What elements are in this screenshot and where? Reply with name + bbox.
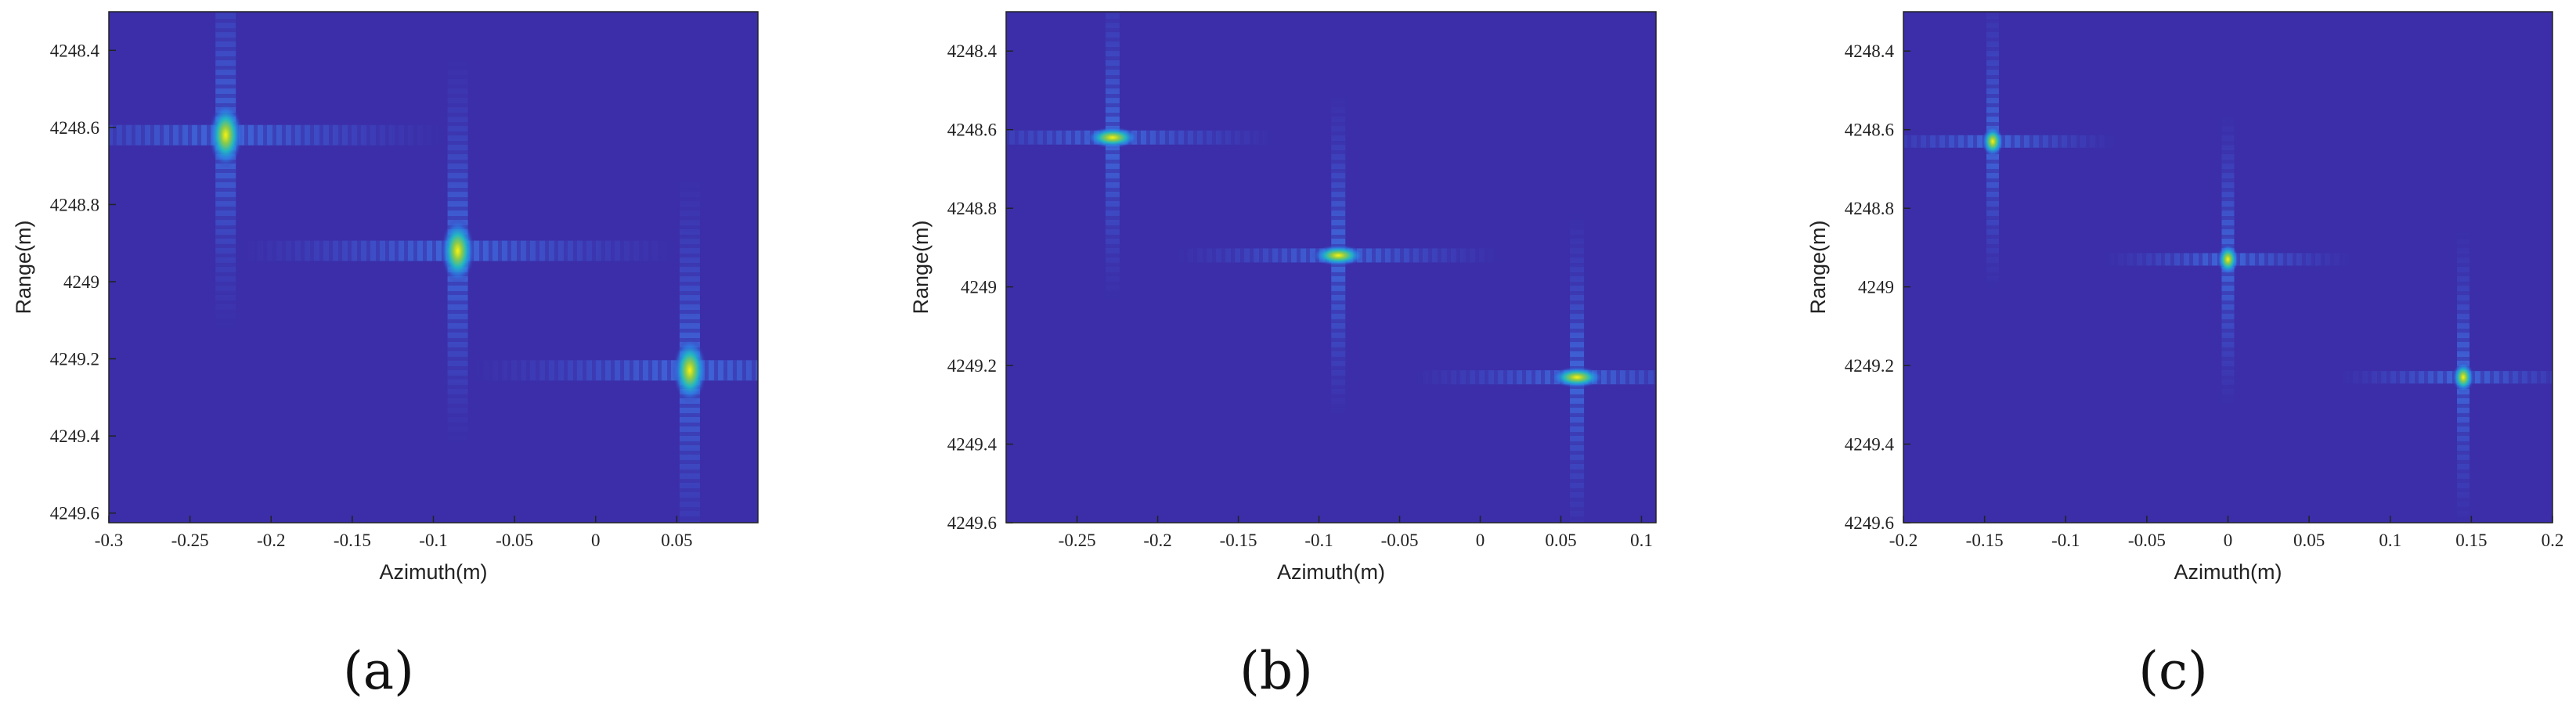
- range-sidelobe-ripple: [1105, 12, 1120, 302]
- point-target: [1311, 244, 1366, 267]
- x-tick-label: -0.2: [1889, 531, 1918, 550]
- point-target: [1981, 125, 2004, 157]
- y-tick-label: 4249: [63, 272, 99, 292]
- y-axis-label: Range(m): [1806, 220, 1830, 314]
- x-tick-label: 0: [2224, 531, 2233, 550]
- image-area: [109, 12, 758, 523]
- y-tick-label: 4249.6: [947, 513, 997, 533]
- caption: (a): [343, 641, 414, 701]
- y-tick-label: 4249.2: [50, 350, 99, 369]
- azimuth-sidelobe-ripple: [470, 360, 758, 381]
- y-tick-label: 4248.6: [1845, 121, 1894, 140]
- point-target: [1085, 126, 1139, 149]
- x-tick-label: -0.2: [257, 531, 285, 550]
- x-tick-label: -0.05: [2128, 531, 2166, 550]
- x-tick-label: 0.1: [2379, 531, 2401, 550]
- y-tick-label: 4249.4: [947, 435, 998, 455]
- point-target: [672, 337, 707, 404]
- plot-background: [109, 12, 758, 523]
- y-tick-label: 4248.8: [1845, 199, 1894, 218]
- x-tick-label: -0.25: [171, 531, 209, 550]
- x-tick-label: -0.05: [1381, 531, 1419, 550]
- y-tick-label: 4249.2: [947, 356, 997, 376]
- x-tick-label: -0.25: [1059, 531, 1096, 550]
- x-tick-label: 0.05: [1545, 531, 1576, 550]
- caption: (c): [2138, 641, 2207, 701]
- point-target: [208, 102, 244, 168]
- azimuth-sidelobe-ripple: [1903, 135, 2118, 148]
- y-tick-label: 4248.6: [947, 121, 997, 140]
- y-tick-label: 4249.6: [1845, 513, 1894, 533]
- y-tick-label: 4248.4: [1845, 41, 1895, 61]
- x-tick-label: -0.1: [419, 531, 447, 550]
- plot-background: [1006, 12, 1656, 523]
- y-tick-label: 4249.4: [1845, 435, 1895, 455]
- x-axis-label: Azimuth(m): [379, 560, 487, 584]
- x-tick-label: -0.1: [1304, 531, 1333, 550]
- x-tick-label: -0.15: [334, 531, 371, 550]
- y-tick-label: 4249.6: [50, 504, 99, 524]
- point-target: [440, 218, 475, 284]
- x-tick-label: 0.1: [1630, 531, 1653, 550]
- y-tick-label: 4248.4: [50, 41, 100, 60]
- y-tick-label: 4249.4: [50, 426, 100, 446]
- plot-frame: [1005, 11, 1657, 524]
- y-axis-label: Range(m): [12, 220, 35, 314]
- x-tick-label: 0: [1476, 531, 1485, 550]
- y-tick-label: 4249: [961, 278, 997, 297]
- azimuth-sidelobe-ripple: [1006, 130, 1277, 145]
- x-tick-label: -0.15: [1220, 531, 1257, 550]
- point-target: [2217, 243, 2239, 275]
- x-tick-label: -0.2: [1143, 531, 1171, 550]
- point-target: [2452, 362, 2475, 394]
- y-tick-label: 4249: [1858, 278, 1894, 297]
- y-tick-label: 4248.4: [947, 41, 998, 61]
- caption: (b): [1239, 641, 1313, 701]
- point-target: [1550, 366, 1604, 389]
- x-tick-label: -0.15: [1966, 531, 2004, 550]
- y-tick-label: 4248.8: [947, 199, 997, 218]
- x-axis-label: Azimuth(m): [1277, 560, 1385, 584]
- range-sidelobe-ripple: [215, 12, 236, 331]
- y-tick-label: 4248.6: [50, 118, 99, 138]
- x-tick-label: 0.15: [2455, 531, 2487, 550]
- image-area: [1006, 12, 1656, 523]
- azimuth-sidelobe-ripple: [109, 124, 446, 146]
- x-tick-label: 0.2: [2542, 531, 2564, 550]
- image-area: [1903, 12, 2553, 523]
- x-tick-label: 0.05: [2293, 531, 2325, 550]
- azimuth-sidelobe-ripple: [2338, 371, 2553, 384]
- x-tick-label: -0.1: [2051, 531, 2080, 550]
- y-tick-label: 4248.8: [50, 195, 99, 214]
- x-tick-label: -0.3: [95, 531, 123, 550]
- x-tick-label: 0: [591, 531, 601, 550]
- x-tick-label: 0.05: [661, 531, 692, 550]
- x-tick-label: -0.05: [496, 531, 533, 550]
- y-tick-label: 4249.2: [1845, 356, 1894, 376]
- x-axis-label: Azimuth(m): [2174, 560, 2282, 584]
- y-axis-label: Range(m): [909, 220, 933, 314]
